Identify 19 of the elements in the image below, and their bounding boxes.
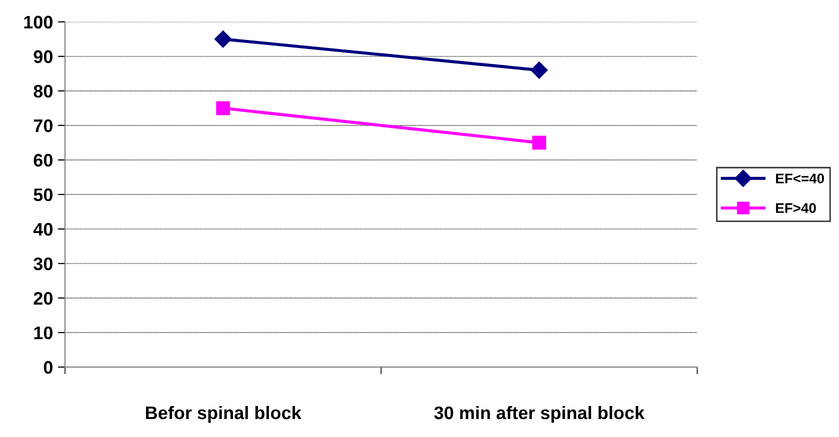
y-tick-label: 30	[34, 257, 52, 270]
x-tick-label: 30 min after spinal block	[434, 406, 645, 423]
y-tick-label: 80	[34, 84, 52, 98]
y-tick-label: 100	[24, 16, 52, 29]
y-tick-label: 50	[34, 188, 52, 202]
x-tick-label: Befor spinal block	[146, 406, 302, 423]
y-tick-label: 60	[34, 154, 52, 167]
y-tick-label: 40	[33, 222, 52, 236]
point	[532, 136, 546, 150]
point	[214, 30, 232, 48]
point	[216, 101, 230, 116]
y-tick-label: 10	[34, 326, 52, 340]
y-tick-label: 0	[44, 361, 52, 374]
legend-label: EF<=40	[776, 174, 824, 184]
y-tick-label: 20	[34, 292, 52, 305]
y-tick-label: 90	[34, 50, 52, 64]
point	[530, 62, 548, 79]
y-tick-label: 70	[34, 119, 52, 132]
legend-label: EF>40	[776, 203, 816, 213]
